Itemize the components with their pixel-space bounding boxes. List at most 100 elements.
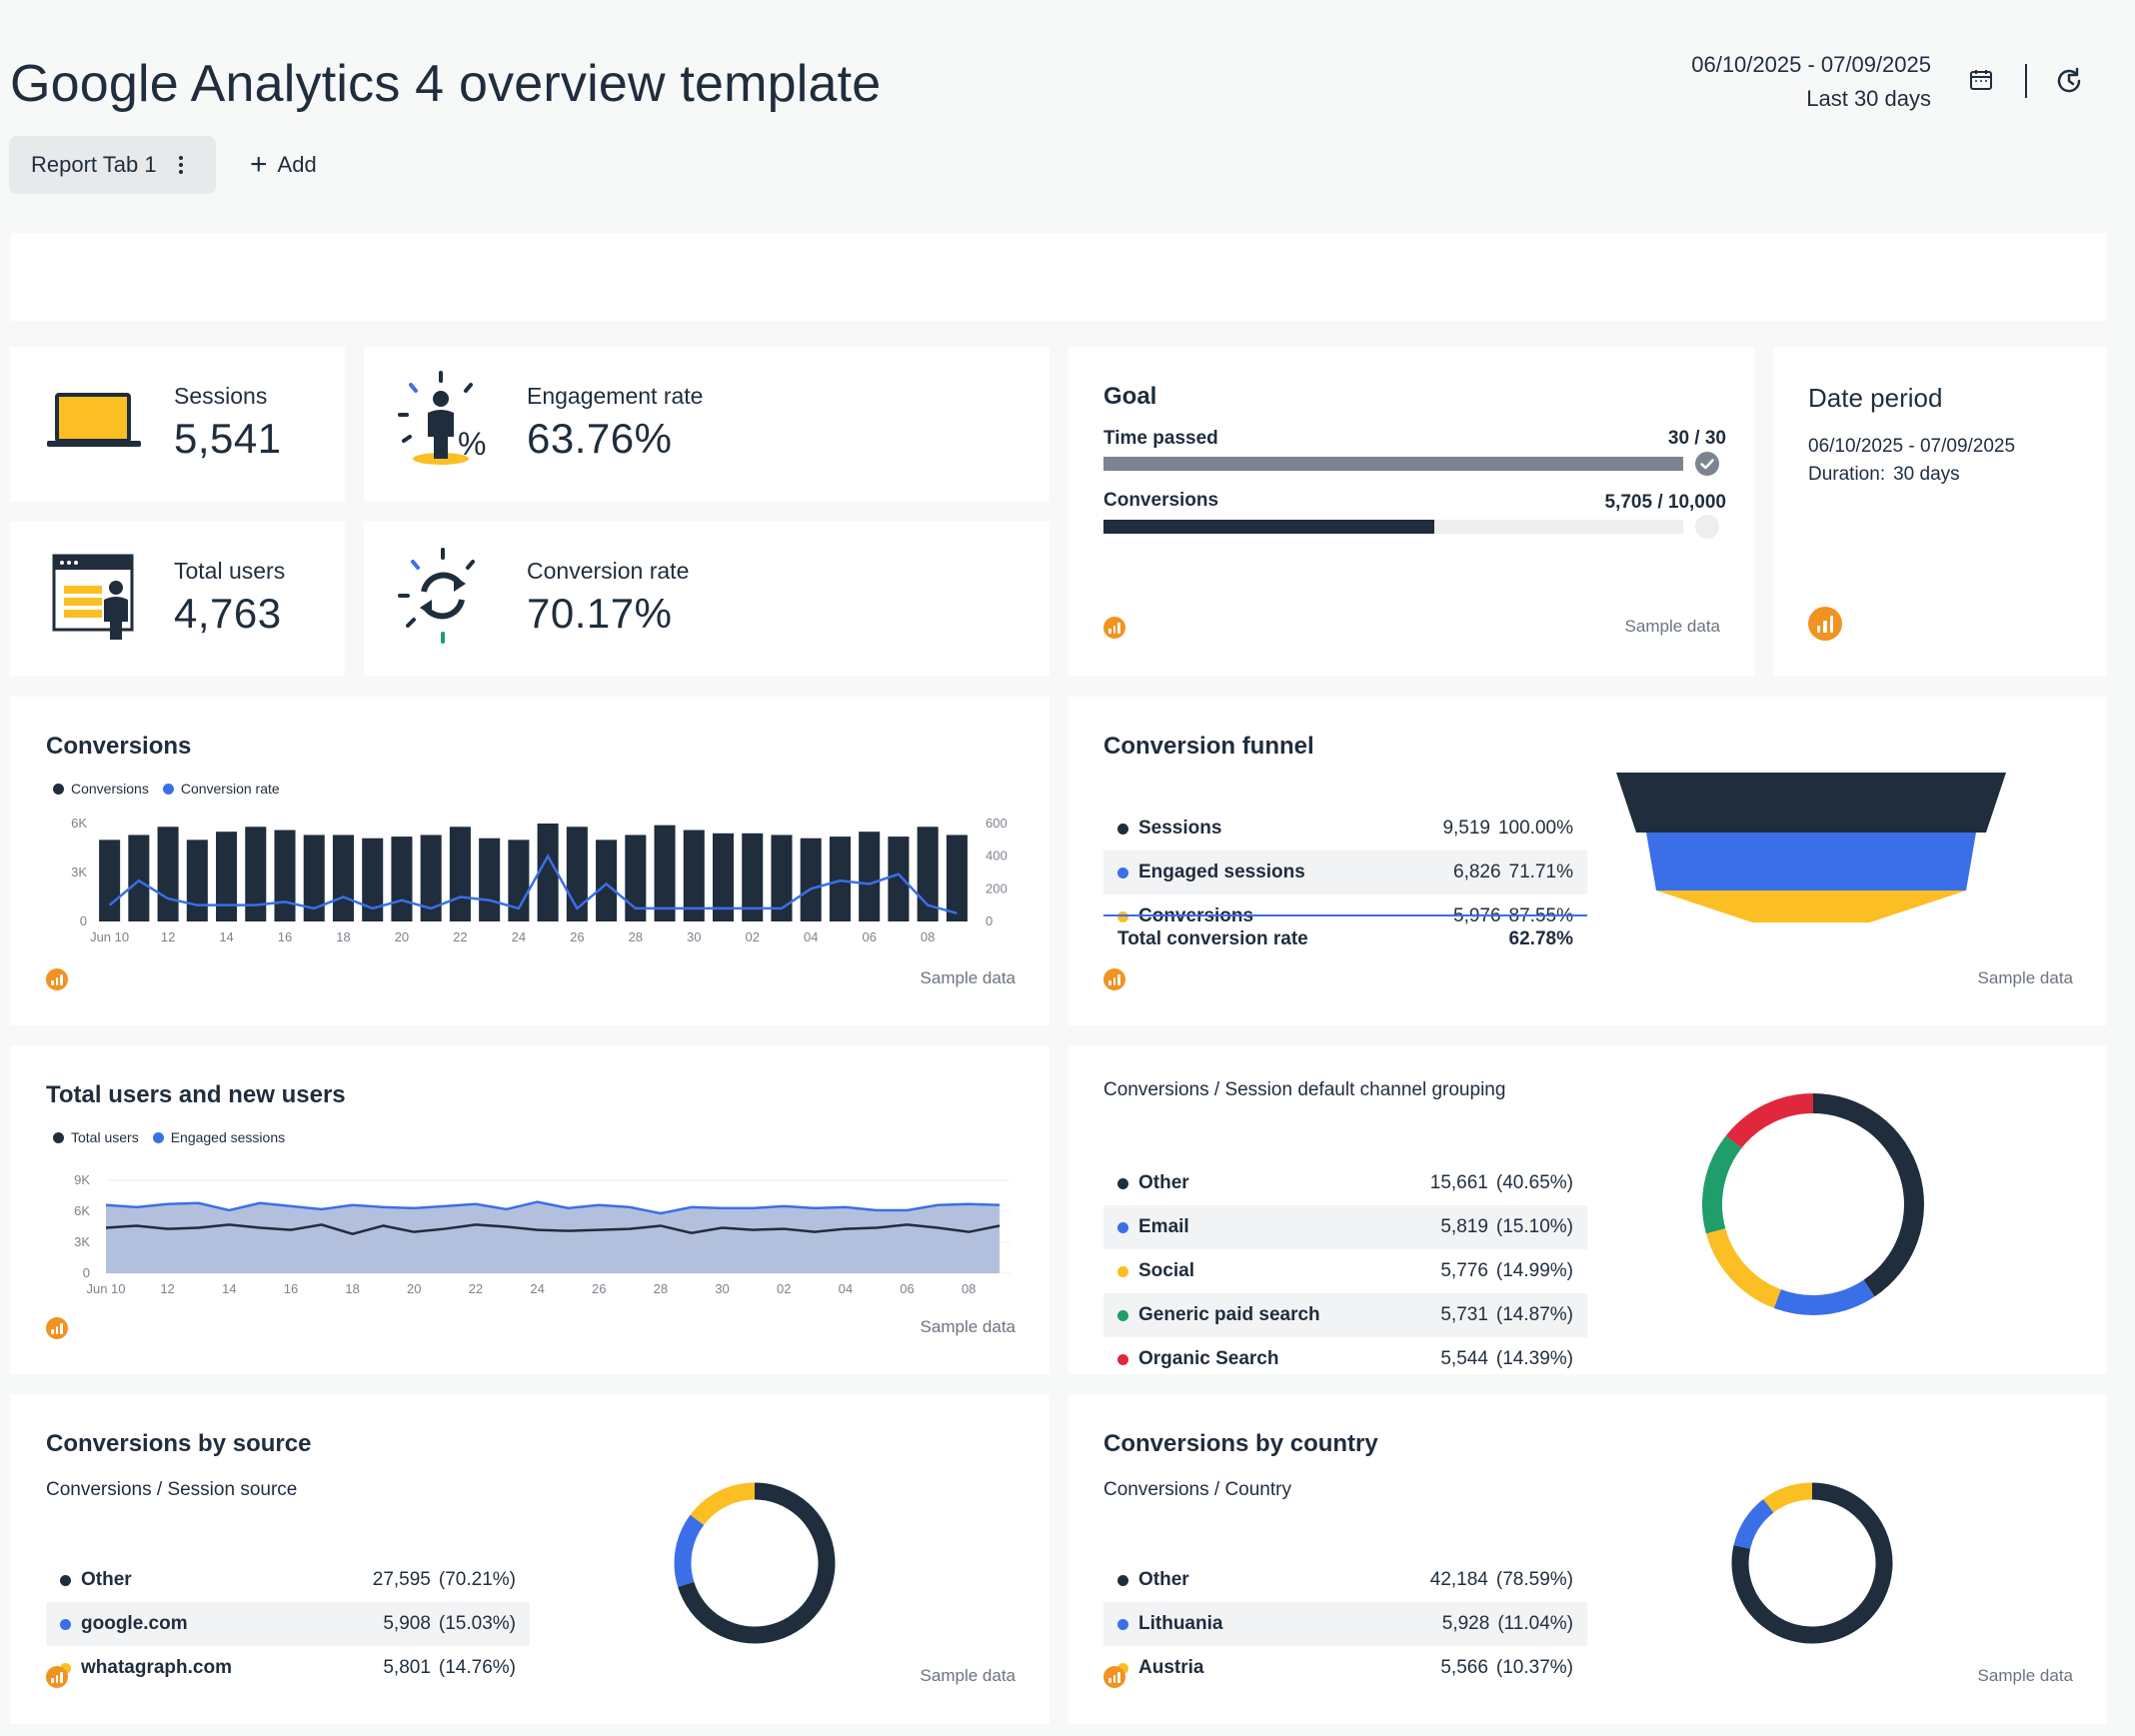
- google-analytics-icon: [46, 968, 68, 990]
- conversions-progress-fill: [1103, 520, 1434, 534]
- country-name: Lithuania: [1103, 1613, 1442, 1635]
- kpi-label: Total users: [174, 558, 286, 584]
- legend-dot: [60, 1662, 71, 1674]
- x-tick-label: 24: [530, 1281, 544, 1296]
- channel-percent: (15.10%): [1495, 1216, 1573, 1237]
- x-tick-label: 16: [284, 1281, 298, 1296]
- country-title: Conversions by country: [1103, 1430, 1378, 1457]
- legend-item-conversions[interactable]: Conversions: [53, 781, 149, 797]
- channel-value: 5,776 (14.99%): [1440, 1260, 1587, 1282]
- x-tick-label: 06: [900, 1281, 914, 1296]
- funnel-row: Conversions 5,976 87.55%: [1103, 894, 1587, 938]
- x-tick-label: 14: [219, 929, 233, 944]
- add-tab-button[interactable]: + Add: [250, 148, 317, 181]
- donut-slice: [678, 1482, 836, 1644]
- refresh-cycle-icon: [398, 548, 488, 649]
- country-card: Conversions by country Conversions / Cou…: [1068, 1394, 2107, 1724]
- donut-slice: [674, 1514, 705, 1587]
- page-title: Google Analytics 4 overview template: [10, 55, 882, 113]
- legend-label: Engaged sessions: [170, 1129, 286, 1145]
- source-title: Conversions by source: [46, 1430, 312, 1457]
- tab-report-1[interactable]: Report Tab 1: [9, 136, 216, 194]
- funnel-row: Sessions 9,519 100.00%: [1103, 807, 1587, 851]
- plus-icon: +: [250, 148, 268, 181]
- x-tick-label: 08: [962, 1281, 976, 1296]
- engaged-sessions-line: [105, 1200, 1001, 1215]
- x-tick-label: 26: [592, 1281, 606, 1296]
- tab-more-icon[interactable]: [178, 156, 183, 174]
- time-passed-label: Time passed: [1103, 428, 1218, 449]
- kpi-value: 4,763: [174, 590, 282, 637]
- legend-dot: [1117, 1353, 1128, 1365]
- sample-data-label: Sample data: [1977, 1666, 2073, 1685]
- source-count: 5,908: [383, 1613, 431, 1634]
- kpi-card-conversion-rate: Conversion rate 70.17%: [364, 522, 1050, 677]
- date-range-text: 06/10/2025 - 07/09/2025: [1691, 52, 1931, 77]
- kpi-label: Conversion rate: [527, 558, 690, 584]
- legend-dot: [60, 1574, 71, 1586]
- channel-row: Email 5,819 (15.10%): [1103, 1205, 1587, 1249]
- legend-dot: [1117, 867, 1128, 878]
- source-row: google.com 5,908 (15.03%): [46, 1602, 530, 1646]
- kpi-value: 63.76%: [527, 415, 673, 462]
- x-tick-label: 02: [777, 1281, 791, 1296]
- country-value: 42,184 (78.59%): [1430, 1569, 1587, 1591]
- google-analytics-icon: [46, 1666, 68, 1688]
- y-tick-label: 0: [83, 1265, 90, 1280]
- channel-count: 5,731: [1440, 1304, 1488, 1325]
- kpi-card-engagement: % Engagement rate 63.76%: [364, 347, 1050, 502]
- funnel-total-value: 62.78%: [1508, 928, 1573, 949]
- conversions-progress-track: [1103, 520, 1683, 534]
- legend-item-engaged-sessions[interactable]: Engaged sessions: [152, 1129, 286, 1145]
- add-tab-label: Add: [277, 152, 317, 177]
- engaged-sessions-area: [106, 1201, 1000, 1273]
- total-users-line: [105, 1223, 1001, 1236]
- legend-item-conversion-rate[interactable]: Conversion rate: [162, 781, 280, 797]
- country-percent: (10.37%): [1495, 1657, 1573, 1678]
- bar: [157, 827, 179, 921]
- sample-data-label: Sample data: [920, 968, 1016, 987]
- channel-count: 5,544: [1440, 1348, 1488, 1369]
- source-count: 5,801: [383, 1657, 431, 1678]
- x-tick-label: 26: [570, 929, 584, 944]
- legend-dot: [1117, 1662, 1128, 1674]
- bar: [712, 833, 735, 921]
- calendar-icon[interactable]: [1969, 68, 1993, 92]
- source-percent: (15.03%): [438, 1613, 516, 1634]
- donut-slice: [690, 1482, 756, 1526]
- date-period-duration: Duration: 30 days: [1808, 464, 1960, 486]
- country-count: 42,184: [1429, 1569, 1488, 1590]
- refresh-history-icon[interactable]: [2054, 66, 2084, 96]
- channel-value: 5,819 (15.10%): [1440, 1216, 1587, 1238]
- channel-label: Generic paid search: [1138, 1304, 1320, 1325]
- funnel-value: 9,519 100.00%: [1442, 818, 1587, 840]
- bar: [800, 838, 822, 921]
- source-donut-chart: [674, 1482, 836, 1644]
- source-label: google.com: [81, 1613, 188, 1634]
- bar: [596, 840, 618, 921]
- country-name: Other: [1103, 1569, 1430, 1591]
- bar: [449, 827, 471, 921]
- users-area-chart: 0 3K 6K 9K Jun 10 12 14 16 18 20 22 24 26 28 30 02 04 06 0…: [74, 1172, 1010, 1296]
- y2-tick-label: 400: [986, 849, 1008, 864]
- source-percent: (70.21%): [438, 1569, 516, 1590]
- google-analytics-icon: [1103, 617, 1125, 639]
- country-value: 5,928 (11.04%): [1442, 1613, 1587, 1635]
- bar: [391, 837, 413, 921]
- source-row: whatagraph.com 5,801 (14.76%): [46, 1646, 530, 1690]
- bar: [859, 832, 881, 921]
- svg-text:%: %: [458, 426, 486, 462]
- legend-dot: [60, 1618, 71, 1630]
- x-tick-label: 28: [629, 929, 643, 944]
- funnel-value: 6,826 71.71%: [1453, 862, 1587, 883]
- legend-label: Total users: [71, 1129, 139, 1145]
- date-range-display[interactable]: 06/10/2025 - 07/09/2025 Last 30 days: [1691, 52, 1931, 112]
- funnel-percent: 100.00%: [1497, 818, 1573, 839]
- funnel-name: Conversions: [1103, 905, 1453, 927]
- channel-name: Social: [1103, 1260, 1440, 1282]
- legend-item-total-users[interactable]: Total users: [53, 1129, 139, 1145]
- channel-count: 15,661: [1429, 1172, 1488, 1193]
- channel-count: 5,776: [1440, 1260, 1488, 1281]
- funnel-name: Engaged sessions: [1103, 862, 1453, 883]
- country-donut-chart: [1731, 1482, 1893, 1644]
